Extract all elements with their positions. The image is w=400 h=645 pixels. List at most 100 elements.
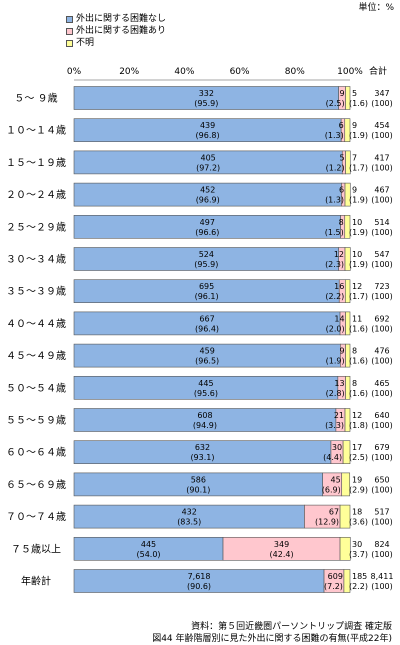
bar-segment-3	[345, 279, 351, 304]
unknown-count: 5	[352, 89, 357, 98]
bar-segment-3	[342, 440, 351, 465]
unknown-count: 7	[352, 153, 357, 162]
total-count: 723	[374, 282, 389, 291]
unknown-pct: (1.6)	[349, 99, 368, 108]
x-tick-label: 80%	[285, 67, 305, 77]
difficulty-pct: (1.3)	[325, 131, 344, 140]
unknown-count: 8	[352, 379, 357, 388]
unknown-count: 18	[352, 508, 362, 517]
unknown-pct: (1.6)	[349, 389, 368, 398]
difficulty-count: 13	[334, 379, 344, 388]
difficulty-pct: (3.3)	[325, 421, 344, 430]
difficulty-count: 14	[334, 314, 344, 323]
difficulty-count: 349	[274, 540, 289, 549]
no-difficulty-pct: (96.8)	[196, 131, 220, 140]
total-pct: (100)	[371, 292, 393, 301]
unknown-pct: (1.9)	[349, 131, 368, 140]
total-pct: (100)	[371, 131, 393, 140]
x-tick-label: 20%	[119, 67, 139, 77]
total-count: 467	[374, 186, 389, 195]
bar-segment-3	[344, 215, 351, 239]
difficulty-count: 9	[339, 347, 344, 356]
category-label: ３５～３９歳	[6, 286, 66, 298]
no-difficulty-pct: (83.5)	[177, 518, 201, 527]
difficulty-count: 12	[334, 250, 344, 259]
no-difficulty-count: 497	[200, 218, 215, 227]
difficulty-count: 16	[334, 282, 344, 291]
difficulty-count: 8	[339, 218, 344, 227]
difficulty-pct: (2.8)	[326, 389, 345, 398]
no-difficulty-pct: (95.9)	[194, 260, 218, 269]
total-pct: (100)	[371, 99, 393, 108]
unknown-count: 8	[352, 347, 357, 356]
category-label: ６０～６４歳	[6, 447, 66, 459]
no-difficulty-pct: (54.0)	[136, 550, 160, 559]
total-pct: (100)	[371, 324, 393, 333]
difficulty-count: 6	[339, 186, 344, 195]
total-count: 465	[374, 379, 389, 388]
unknown-pct: (1.9)	[349, 260, 368, 269]
no-difficulty-pct: (96.4)	[195, 324, 219, 333]
total-pct: (100)	[371, 453, 393, 462]
total-pct: (100)	[371, 389, 393, 398]
total-pct: (100)	[371, 228, 393, 237]
total-count: 347	[374, 89, 389, 98]
unknown-pct: (3.7)	[349, 550, 368, 559]
unknown-count: 11	[352, 314, 362, 323]
legend-swatch-difficulty	[66, 27, 73, 35]
bar-segment-3	[345, 375, 351, 400]
unknown-pct: (1.7)	[349, 292, 368, 301]
category-label: １５～１９歳	[6, 157, 66, 169]
difficulty-pct: (12.9)	[315, 518, 339, 527]
unknown-pct: (2.2)	[349, 582, 368, 591]
bar-segment-3	[344, 118, 351, 142]
no-difficulty-count: 405	[200, 153, 215, 162]
unknown-pct: (1.9)	[349, 196, 368, 205]
unknown-pct: (2.5)	[349, 453, 368, 462]
difficulty-pct: (1.2)	[326, 163, 345, 172]
difficulty-count: 21	[334, 411, 344, 420]
unknown-count: 10	[352, 250, 362, 259]
unknown-pct: (2.9)	[349, 485, 368, 494]
legend-item-difficulty: 外出に関する困難あり	[66, 25, 166, 37]
unknown-count: 19	[352, 475, 362, 484]
source-note: 資料：第５回近畿圏パーソントリップ調査 確定版	[191, 622, 392, 632]
no-difficulty-pct: (96.5)	[195, 357, 219, 366]
unknown-pct: (1.6)	[349, 324, 368, 333]
unknown-count: 17	[352, 443, 362, 452]
total-pct: (100)	[371, 260, 393, 269]
total-pct: (100)	[371, 163, 393, 172]
bar-segment-3	[341, 472, 351, 497]
no-difficulty-pct: (96.9)	[196, 196, 220, 205]
bar-segment-3	[344, 182, 351, 207]
category-label: ７０～７４歳	[6, 511, 66, 523]
total-pct: (100)	[371, 196, 393, 205]
no-difficulty-count: 608	[197, 411, 212, 420]
bar-segment-3	[345, 343, 351, 368]
bar-segment-3	[339, 504, 351, 529]
bar-segment-3	[344, 247, 351, 271]
x-tick-label: 0%	[67, 67, 82, 77]
legend-item-unknown: 不明	[66, 37, 166, 49]
total-count: 547	[374, 250, 389, 259]
total-count: 692	[374, 314, 389, 323]
difficulty-count: 67	[329, 508, 339, 517]
x-tick-label: 100%	[337, 67, 363, 77]
figure-caption: 図44 年齢階層別に見た外出に関する困難の有無(平成22年)	[152, 634, 392, 644]
difficulty-pct: (4.4)	[323, 453, 342, 462]
no-difficulty-pct: (94.9)	[193, 421, 217, 430]
total-count: 650	[374, 475, 389, 484]
unknown-count: 185	[352, 572, 367, 581]
category-label: ５５～５９歳	[6, 415, 66, 427]
no-difficulty-count: 459	[200, 347, 215, 356]
difficulty-pct: (2.5)	[326, 99, 345, 108]
difficulty-pct: (7.2)	[324, 582, 343, 591]
total-count: 476	[374, 347, 389, 356]
bar-segment-3	[345, 86, 351, 110]
legend-label-unknown: 不明	[76, 38, 95, 48]
total-count: 679	[374, 443, 389, 452]
total-count: 824	[374, 540, 389, 549]
total-header: 合計	[369, 65, 387, 77]
no-difficulty-count: 452	[200, 186, 215, 195]
